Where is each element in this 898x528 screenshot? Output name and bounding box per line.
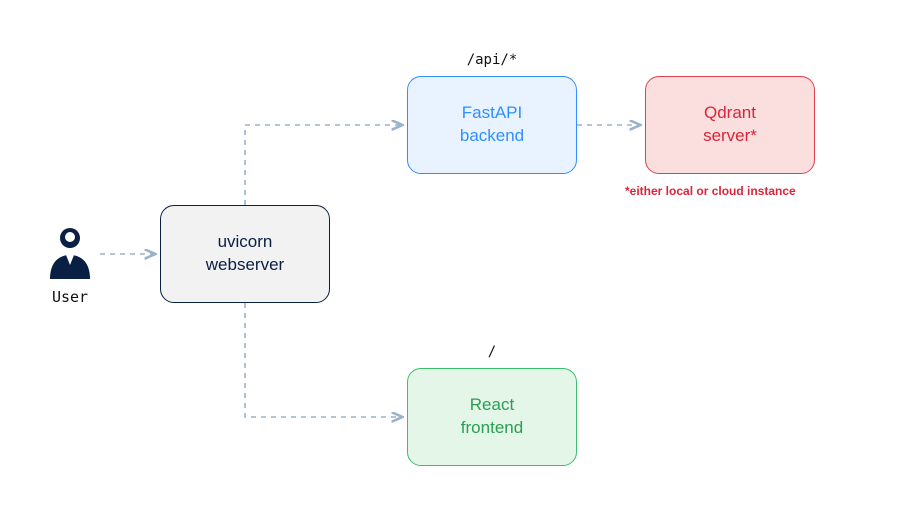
node-qdrant-text: Qdrantserver* <box>703 102 757 148</box>
user-label: User <box>46 288 94 306</box>
node-react: Reactfrontend <box>407 368 577 466</box>
node-uvicorn: uvicornwebserver <box>160 205 330 303</box>
node-qdrant: Qdrantserver* <box>645 76 815 174</box>
route-label-root: / <box>407 344 577 360</box>
node-uvicorn-text: uvicornwebserver <box>206 231 284 277</box>
qdrant-footnote: *either local or cloud instance <box>625 184 845 198</box>
arrow-uvicorn-to-fastapi <box>245 125 401 205</box>
node-fastapi-text: FastAPIbackend <box>460 102 524 148</box>
route-label-api: /api/* <box>407 52 577 68</box>
user-icon <box>46 225 94 284</box>
node-fastapi: FastAPIbackend <box>407 76 577 174</box>
node-react-text: Reactfrontend <box>461 394 523 440</box>
diagram-stage: User uvicornwebserver /api/* FastAPIback… <box>0 0 898 528</box>
arrow-uvicorn-to-react <box>245 303 401 417</box>
